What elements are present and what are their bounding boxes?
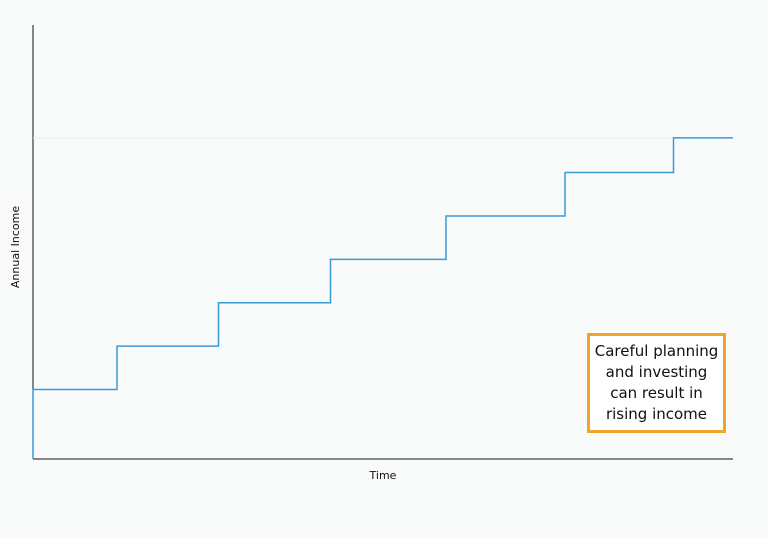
- income-step-line: [32, 137, 733, 459]
- axes: [32, 25, 733, 460]
- annotation-box: Careful planning and investing can resul…: [587, 333, 726, 433]
- annotation-line-1: Careful planning: [594, 342, 719, 360]
- annotation-line-2: and investing: [605, 363, 708, 381]
- annotation-text: Careful planning and investing can resul…: [595, 341, 719, 425]
- annotation-line-4: rising income: [605, 405, 708, 423]
- annotation-line-3: can result in: [610, 384, 703, 402]
- x-axis-title: Time: [369, 469, 397, 482]
- y-axis-title: Annual Income: [9, 206, 22, 288]
